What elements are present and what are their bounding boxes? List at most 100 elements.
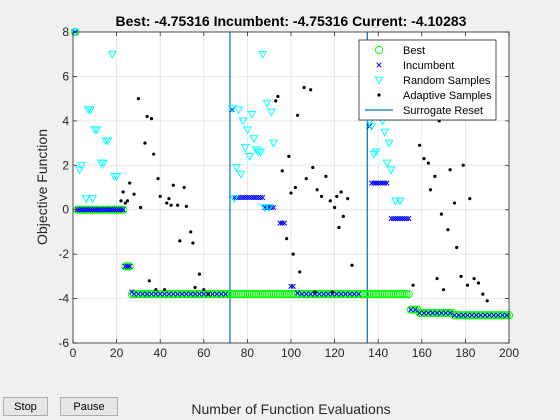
adaptive-sample-point	[468, 197, 472, 201]
best-point	[110, 205, 119, 214]
incumbent-point	[188, 291, 194, 297]
best-point	[337, 290, 346, 299]
random-sample-point	[242, 126, 252, 135]
best-point	[223, 290, 232, 299]
best-point	[363, 290, 372, 299]
incumbent-point	[281, 220, 288, 226]
best-point	[487, 311, 496, 320]
incumbent-point	[229, 107, 235, 113]
incumbent-point	[451, 312, 458, 318]
adaptive-sample-point	[169, 203, 173, 207]
random-sample-point	[260, 204, 270, 213]
best-point	[463, 311, 472, 320]
incumbent-point	[209, 291, 216, 297]
incumbent-point	[251, 194, 257, 201]
incumbent-point	[342, 291, 349, 297]
best-point	[299, 290, 309, 299]
best-point	[195, 290, 204, 299]
best-point	[193, 290, 202, 299]
best-point	[271, 290, 280, 299]
random-sample-point	[245, 153, 255, 162]
adaptive-sample-point	[485, 299, 489, 303]
best-point	[175, 290, 184, 299]
adaptive-sample-point	[145, 114, 149, 119]
incumbent-point	[222, 291, 229, 297]
pause-button[interactable]: Pause	[60, 397, 118, 416]
best-point	[119, 205, 128, 214]
best-point	[169, 290, 178, 299]
incumbent-point	[174, 291, 181, 297]
incumbent-point	[161, 291, 168, 297]
adaptive-sample-point	[304, 177, 308, 181]
best-point	[182, 290, 191, 299]
incumbent-point	[89, 207, 96, 213]
best-point	[465, 311, 474, 320]
best-point	[123, 262, 132, 271]
best-point	[267, 290, 276, 299]
best-point	[171, 290, 180, 299]
incumbent-point	[399, 215, 405, 222]
incumbent-point	[76, 207, 83, 213]
adaptive-sample-point	[411, 283, 415, 287]
best-point	[339, 290, 348, 299]
best-point	[424, 308, 433, 318]
best-point	[121, 262, 130, 271]
best-point	[306, 290, 315, 299]
incumbent-point	[478, 312, 484, 318]
adaptive-sample-point	[287, 154, 291, 158]
best-point	[97, 205, 106, 214]
best-point	[265, 290, 274, 299]
incumbent-point	[351, 291, 357, 297]
x-tick-label: 140	[368, 346, 388, 360]
incumbent-point	[347, 291, 353, 297]
best-point	[467, 311, 477, 320]
best-point	[382, 290, 392, 299]
incumbent-point	[469, 312, 475, 318]
incumbent-point	[373, 180, 379, 186]
adaptive-sample-point	[435, 276, 439, 281]
adaptive-sample-point	[162, 288, 167, 292]
incumbent-point	[111, 207, 118, 213]
best-point	[398, 290, 407, 299]
best-point	[430, 308, 439, 318]
incumbent-point	[397, 215, 403, 222]
adaptive-sample-point	[472, 276, 476, 281]
stop-button[interactable]: Stop	[3, 397, 48, 416]
best-point	[317, 290, 326, 299]
best-point	[81, 205, 91, 214]
best-point	[230, 290, 239, 299]
adaptive-sample-point	[276, 94, 280, 99]
y-tick-label: -4	[58, 292, 69, 306]
best-point	[308, 290, 317, 299]
adaptive-sample-point	[156, 177, 160, 181]
incumbent-point	[260, 194, 266, 201]
best-point	[88, 205, 97, 214]
best-point	[461, 311, 470, 320]
random-sample-point	[266, 108, 276, 117]
incumbent-point	[338, 291, 344, 297]
incumbent-point	[412, 307, 418, 313]
best-point	[125, 262, 134, 271]
random-sample-point	[240, 144, 250, 153]
y-tick-label: 8	[62, 25, 69, 39]
random-sample-point	[380, 128, 390, 137]
incumbent-point	[312, 291, 318, 297]
best-point	[158, 290, 167, 299]
adaptive-sample-point	[418, 143, 422, 147]
adaptive-sample-point	[178, 239, 182, 243]
legend-label-incumbent: Incumbent	[403, 60, 454, 72]
best-point	[280, 290, 289, 299]
best-point	[184, 290, 193, 299]
chart-title: Best: -4.75316 Incumbent: -4.75316 Curre…	[116, 13, 467, 29]
best-point	[321, 290, 330, 299]
best-point	[147, 290, 156, 299]
best-point	[77, 205, 86, 214]
incumbent-point	[183, 291, 190, 297]
incumbent-point	[179, 291, 185, 297]
legend-label-random: Random Samples	[403, 75, 491, 87]
incumbent-point	[81, 207, 87, 213]
adaptive-sample-point	[448, 168, 452, 172]
incumbent-point	[456, 312, 462, 318]
best-point	[90, 205, 99, 214]
